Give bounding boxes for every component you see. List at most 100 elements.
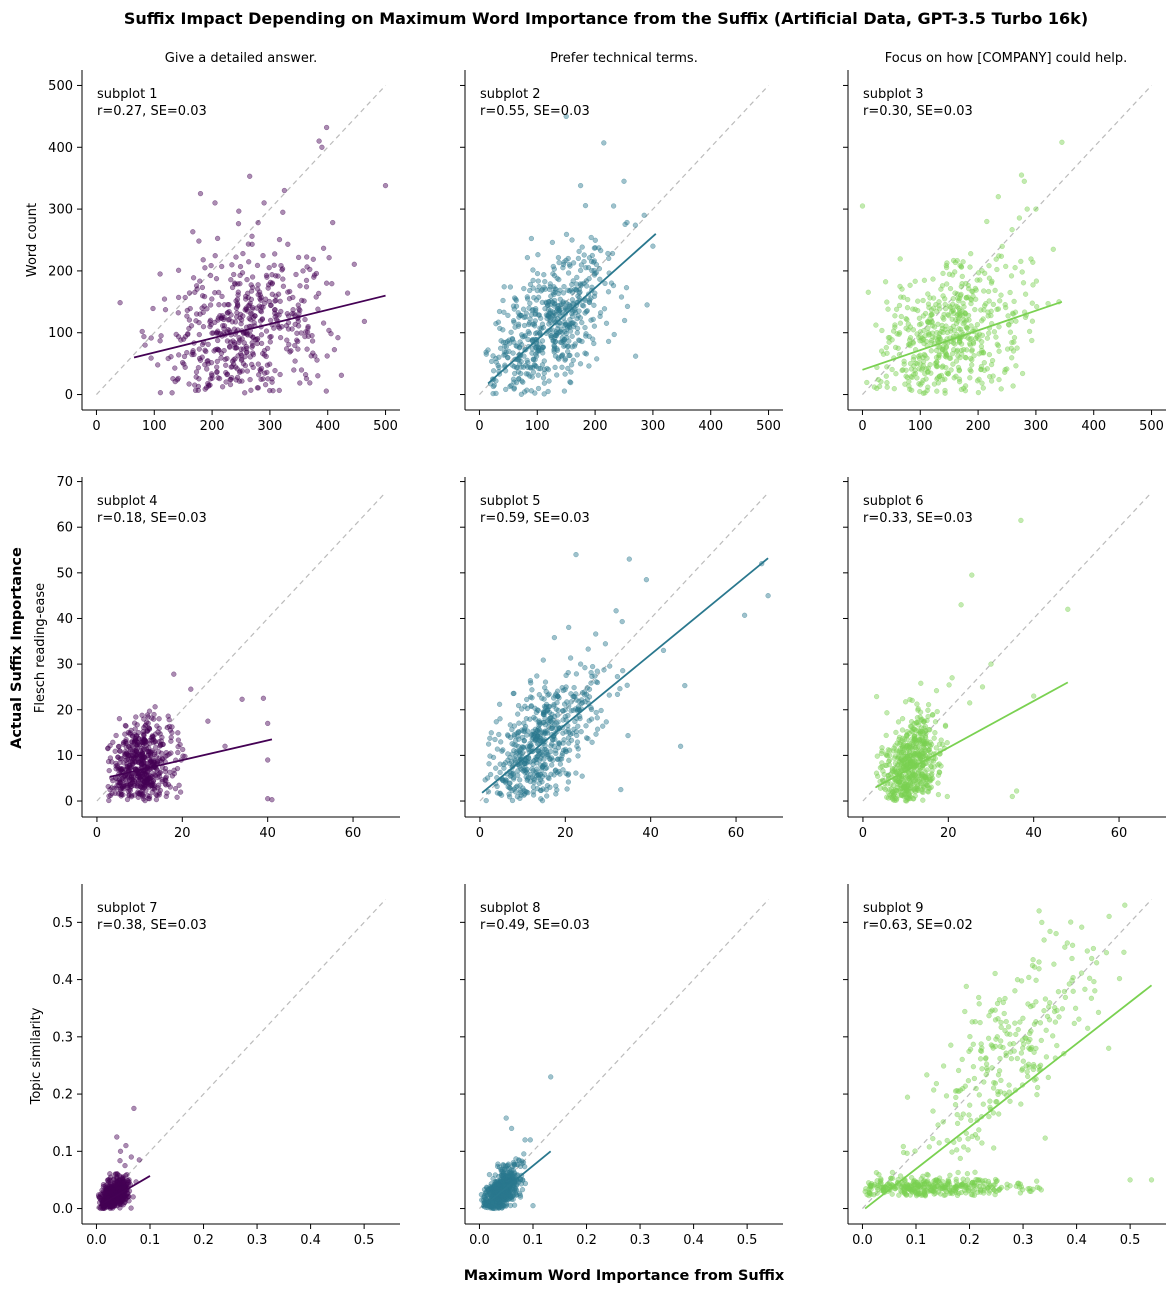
data-point (935, 380, 942, 386)
data-point (554, 787, 560, 793)
data-point (922, 390, 928, 396)
panel-1: 0 100 200 300 400 5000100200300400500subplot … (48, 70, 400, 434)
data-point (889, 366, 895, 373)
data-point (323, 388, 329, 394)
scatter-points (859, 139, 1065, 396)
data-point (530, 789, 537, 795)
data-point (311, 274, 317, 280)
data-point (527, 300, 533, 306)
data-point (240, 313, 246, 319)
data-point (569, 310, 575, 317)
data-point (507, 722, 513, 728)
data-point (583, 351, 590, 357)
data-point (970, 339, 977, 345)
data-point (539, 752, 546, 758)
data-point (517, 795, 523, 802)
data-point (920, 789, 926, 796)
data-point (941, 316, 947, 322)
data-point (949, 351, 956, 357)
data-point (115, 754, 121, 760)
column-title-3: Focus on how [COMPANY] could help. (885, 51, 1127, 66)
data-point (934, 388, 940, 394)
data-point (524, 254, 531, 261)
data-point (290, 307, 296, 313)
data-point (944, 352, 950, 358)
data-point (523, 362, 529, 368)
data-point (566, 740, 572, 746)
data-point (254, 340, 260, 347)
data-point (520, 306, 527, 312)
data-point (167, 727, 173, 733)
data-point (1003, 304, 1009, 311)
data-point (285, 326, 292, 332)
data-point (1010, 383, 1016, 389)
data-point (975, 389, 982, 396)
data-point (223, 379, 229, 385)
data-point (969, 362, 975, 368)
data-point (194, 286, 200, 292)
data-point (510, 776, 517, 782)
data-point (239, 378, 245, 384)
data-point (594, 668, 600, 674)
data-point (1013, 788, 1020, 794)
data-point (897, 256, 903, 262)
data-point (586, 718, 592, 724)
data-point (930, 758, 937, 764)
data-point (539, 695, 545, 701)
data-point (249, 340, 255, 346)
x-tick-label: 0.0 (469, 1233, 490, 1248)
data-point (902, 699, 909, 705)
data-point (503, 1115, 509, 1121)
data-point (188, 323, 195, 329)
data-point (258, 340, 265, 347)
data-point (529, 350, 535, 356)
data-point (160, 756, 166, 762)
data-point (624, 219, 630, 226)
data-point (883, 373, 889, 379)
data-point (876, 383, 883, 390)
data-point (239, 356, 245, 362)
data-point (188, 686, 194, 692)
data-point (196, 346, 202, 352)
data-point (531, 779, 537, 786)
data-point (200, 324, 207, 330)
data-point (984, 218, 990, 225)
data-point (106, 767, 112, 774)
data-point (623, 285, 630, 291)
data-point (896, 748, 902, 754)
data-point (267, 317, 274, 324)
y-tick-label: 20 (56, 703, 73, 718)
data-point (957, 262, 963, 269)
data-point (907, 360, 914, 367)
data-point (572, 718, 578, 725)
data-point (574, 352, 580, 358)
data-point (589, 739, 595, 745)
data-point (996, 324, 1002, 330)
subplot-title: subplot 8 (480, 901, 541, 916)
x-tick-label: 0 (93, 826, 101, 841)
data-point (165, 355, 171, 362)
data-point (143, 746, 150, 752)
data-point (554, 326, 561, 332)
data-point (271, 307, 278, 313)
data-point (516, 720, 522, 726)
data-point (506, 791, 512, 797)
data-point (212, 200, 218, 206)
data-point (496, 1186, 502, 1192)
data-point (182, 294, 188, 301)
data-point (526, 320, 533, 326)
x-tick-label: 500 (373, 419, 398, 434)
data-point (216, 302, 222, 308)
data-point (382, 182, 389, 189)
data-point (501, 765, 507, 771)
data-point (240, 250, 246, 257)
data-point (212, 253, 218, 259)
y-tick-label: 0.4 (52, 973, 73, 988)
data-point (497, 769, 503, 776)
figure-ylabel: Actual Suffix Importance (9, 547, 25, 749)
data-point (290, 294, 296, 301)
data-point (1003, 263, 1009, 270)
data-point (920, 730, 926, 736)
data-point (562, 746, 569, 753)
